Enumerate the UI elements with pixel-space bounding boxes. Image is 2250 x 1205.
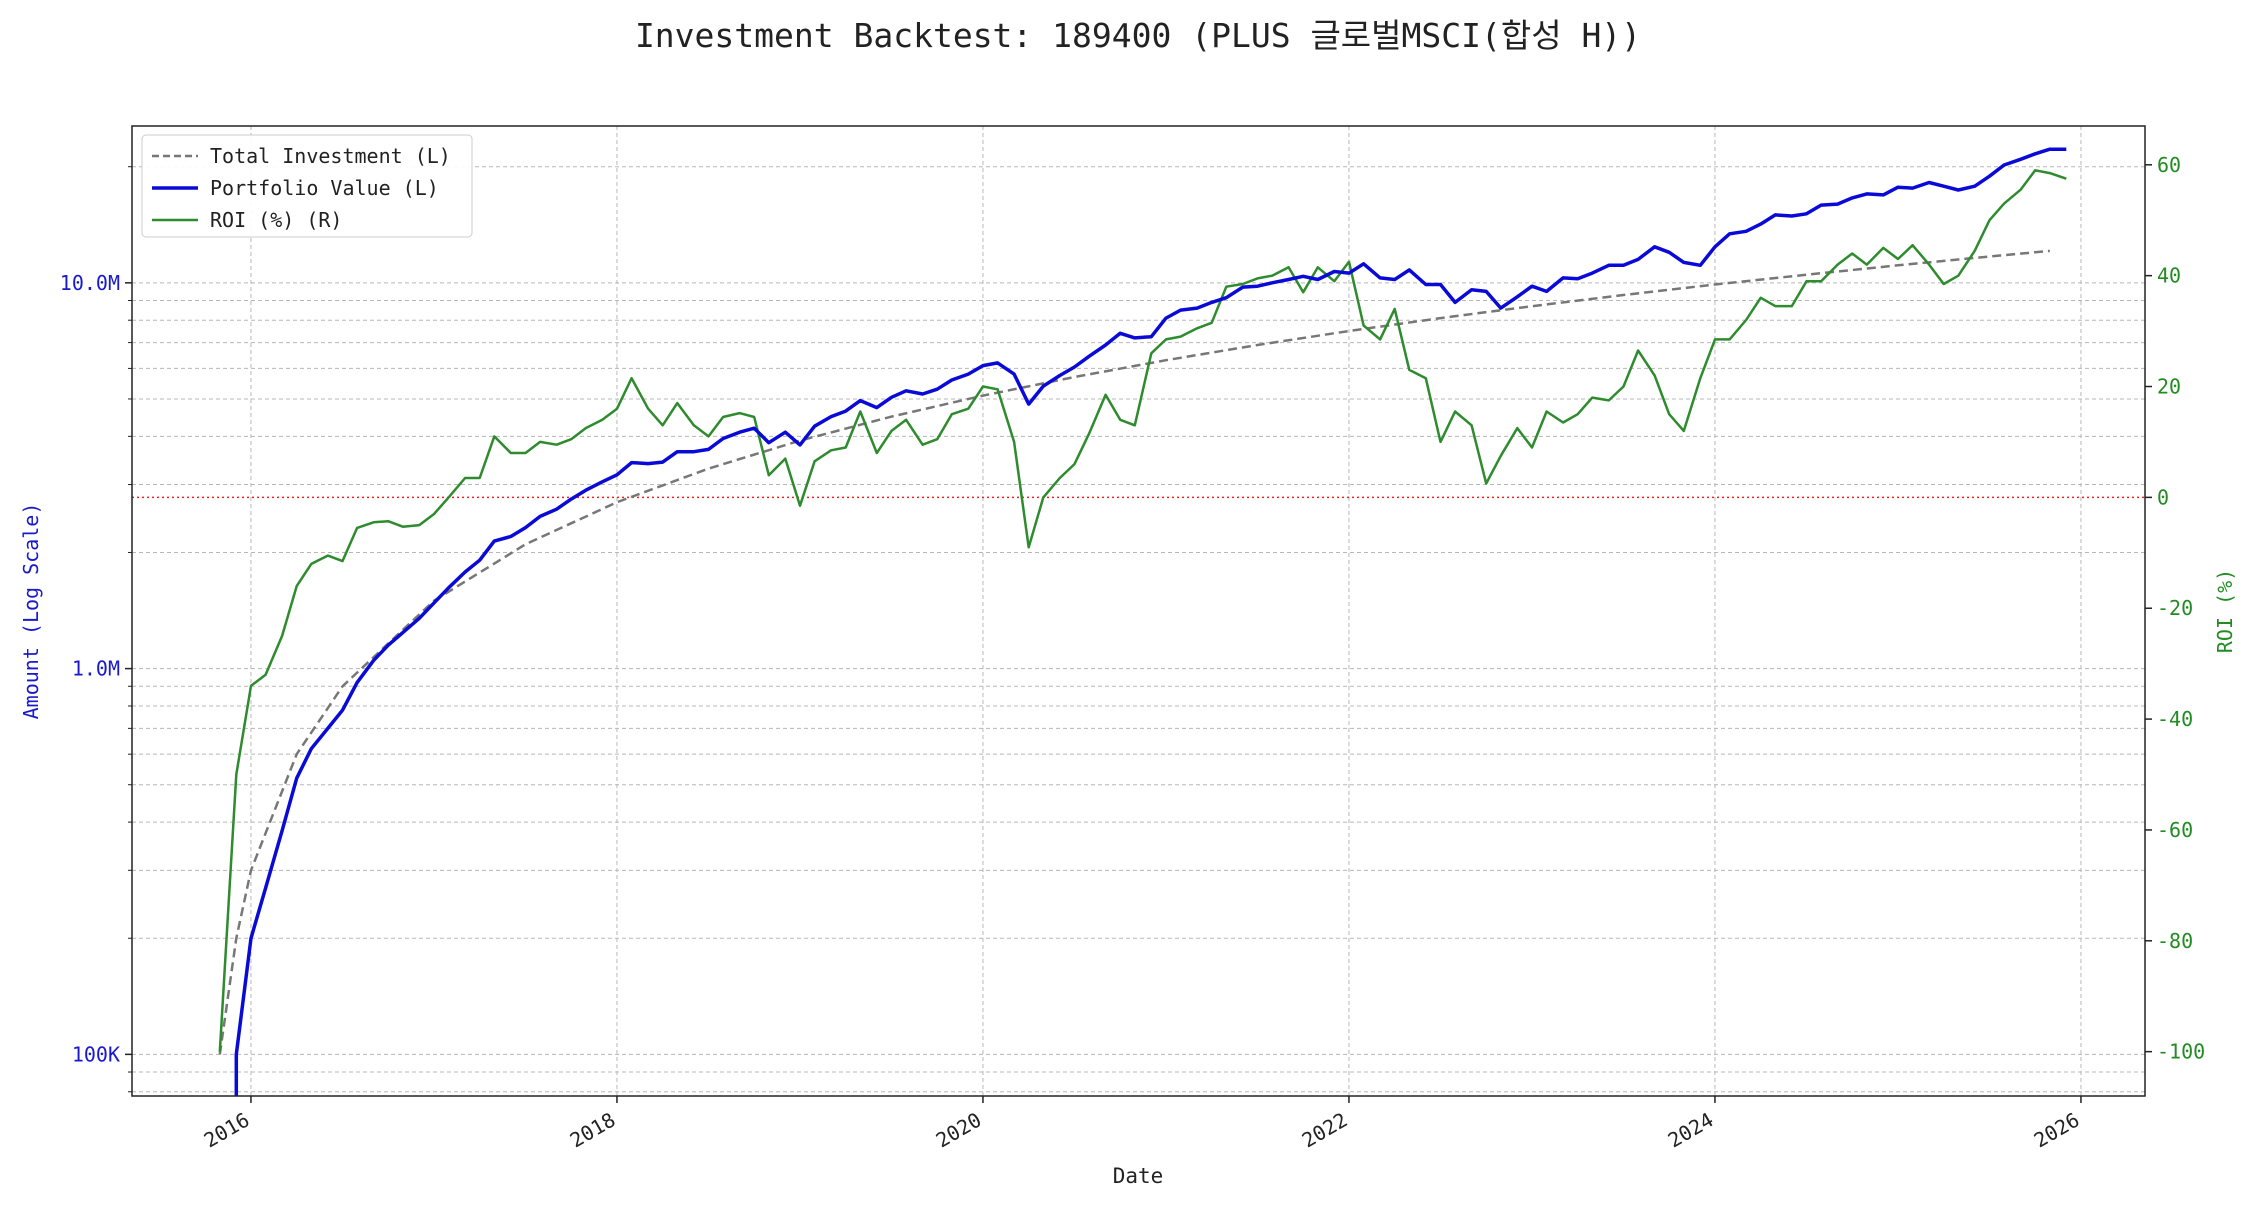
y-left-tick-label: 100K (72, 1042, 120, 1066)
y-right-tick-label: -80 (2157, 929, 2193, 953)
y-right-tick-label: -100 (2157, 1040, 2205, 1064)
grid-layer (132, 126, 2145, 1096)
roi-line (218, 169, 2067, 1052)
y-right-tick-label: -40 (2157, 707, 2193, 731)
y-right-tick-label: 40 (2157, 264, 2181, 288)
left-axis-label: Amount (Log Scale) (19, 503, 43, 720)
y-right-tick-label: 0 (2157, 485, 2169, 509)
legend-box (141, 134, 473, 238)
legend-label: ROI (%) (R) (210, 208, 342, 232)
y-right-tick-label: 60 (2157, 153, 2181, 177)
series-layer (218, 147, 2067, 1096)
y-right-tick-label: 20 (2157, 375, 2181, 399)
plot-frame (131, 125, 2146, 1097)
right-axis-label: ROI (%) (2213, 569, 2237, 653)
y-left-tick-label: 10.0M (60, 271, 120, 295)
y-right-tick-label: -20 (2157, 596, 2193, 620)
y-left-tick-label: 1.0M (72, 657, 120, 681)
legend: Total Investment (L) Portfolio Value (L) R… (141, 134, 473, 238)
x-axis-label: Date (1113, 1164, 1164, 1188)
y-right-tick-label: -60 (2157, 818, 2193, 842)
portfolio-value-line (234, 147, 2067, 1096)
legend-label: Total Investment (L) (210, 144, 451, 168)
legend-label: Portfolio Value (L) (210, 176, 439, 200)
total-investment-line (218, 249, 2050, 1055)
chart-title: Investment Backtest: 189400 (PLUS 글로벌MSC… (635, 16, 1641, 55)
